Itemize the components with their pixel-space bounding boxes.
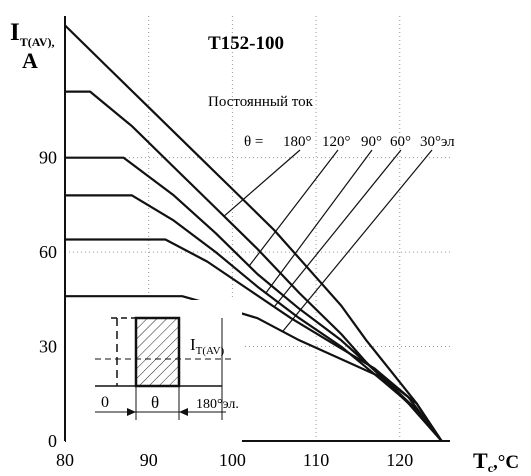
curve-120: [65, 156, 443, 442]
y-axis-label-main: I: [10, 19, 20, 46]
waveform-inset: IT(AV) 0 θ 180°эл.: [66, 300, 242, 442]
y-axis-unit: A: [22, 48, 38, 73]
inset-current-main: I: [190, 335, 196, 354]
legend-angle-90: 90°: [361, 134, 382, 150]
x-tick-label: 90: [140, 450, 158, 470]
leader-line: [223, 149, 301, 217]
inset-period-label: 180°эл.: [196, 397, 239, 412]
legend-theta-prefix: θ =: [244, 134, 263, 150]
dimension-arrow-left: [127, 408, 136, 416]
dimension-arrow-right: [179, 408, 188, 416]
leader-line: [282, 149, 433, 332]
leader-lines: [223, 149, 433, 332]
y-axis-label: IT(AV),: [10, 19, 55, 49]
leader-line: [265, 149, 373, 294]
y-tick-label: 0: [48, 431, 57, 451]
y-tick-label: 30: [39, 337, 57, 357]
x-tick-label: 100: [219, 450, 246, 470]
inset-current-sub: T(AV): [196, 345, 225, 357]
inset-theta-label: θ: [151, 393, 159, 412]
x-tick-label: 110: [303, 450, 329, 470]
leader-line: [248, 149, 339, 267]
tick-labels: 80 90 100 110 120 0 30 60 90: [39, 148, 413, 470]
x-tick-label: 80: [56, 450, 74, 470]
legend-angle-180: 180°: [283, 134, 312, 150]
legend-dc-label: Постоянный ток: [208, 94, 314, 110]
x-axis-label-sub: c: [488, 461, 494, 475]
x-axis-label-main: T: [473, 448, 488, 473]
legend-angle-30: 30°эл: [420, 134, 455, 150]
y-tick-label: 60: [39, 242, 57, 262]
legend-angle-60: 60°: [390, 134, 411, 150]
curve-30: [65, 295, 443, 442]
y-axis-label-sub: T(AV),: [20, 35, 55, 49]
legend-angle-120: 120°: [322, 134, 351, 150]
inset-zero-label: 0: [101, 394, 109, 411]
chart-title: T152-100: [208, 33, 284, 54]
x-axis-label: Tc,°C: [473, 448, 519, 475]
inset-current-label: IT(AV): [190, 335, 225, 357]
conduction-pulse: [134, 316, 181, 388]
leader-line: [273, 149, 402, 308]
y-tick-label: 90: [39, 148, 57, 168]
x-axis-label-unit: ,°C: [493, 452, 519, 473]
x-tick-label: 120: [386, 450, 413, 470]
